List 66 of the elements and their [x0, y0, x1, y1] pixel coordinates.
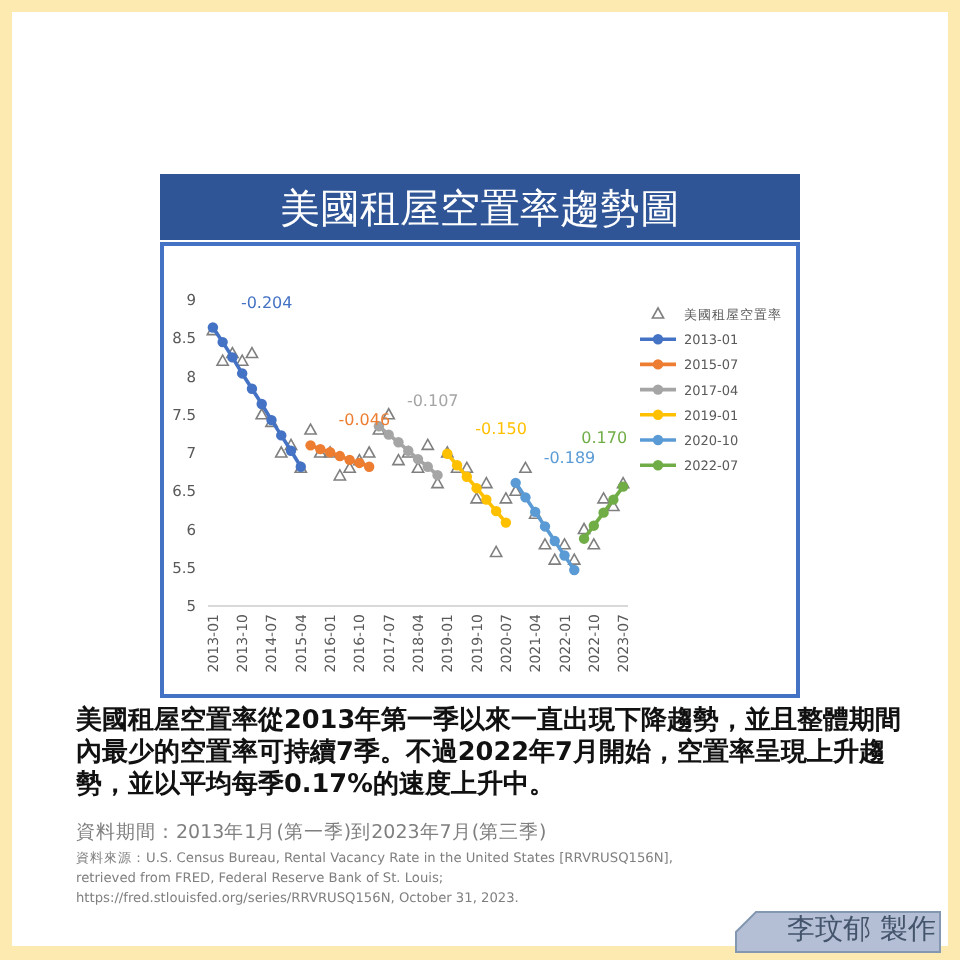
annotation: 0.170	[581, 428, 628, 447]
point	[471, 482, 482, 494]
point	[363, 461, 375, 472]
point	[539, 521, 551, 532]
point	[246, 383, 258, 394]
point	[608, 494, 619, 505]
point	[304, 423, 317, 435]
point	[305, 440, 316, 451]
point	[236, 368, 248, 379]
point	[383, 429, 394, 440]
annotation: -0.189	[543, 448, 596, 467]
point	[284, 438, 298, 451]
point	[499, 492, 513, 504]
point	[588, 520, 600, 531]
annotation: -0.107	[406, 392, 459, 411]
point	[520, 492, 531, 503]
point	[216, 354, 230, 366]
point	[548, 553, 562, 565]
point	[461, 471, 473, 482]
point	[333, 469, 347, 481]
point	[276, 430, 287, 441]
point	[393, 437, 404, 448]
point	[578, 533, 590, 544]
point	[412, 453, 424, 465]
point	[334, 450, 346, 462]
point	[422, 461, 433, 472]
point	[470, 492, 483, 504]
point	[597, 492, 610, 504]
point	[256, 398, 267, 410]
point	[274, 446, 288, 458]
point	[255, 407, 269, 420]
annotation: -0.150	[475, 419, 527, 438]
point	[577, 522, 591, 535]
point	[421, 438, 435, 451]
point	[510, 477, 521, 489]
point	[587, 538, 601, 550]
annotation: -0.046	[338, 411, 391, 430]
point	[489, 545, 503, 558]
point	[490, 505, 502, 517]
point	[558, 538, 571, 550]
point	[567, 553, 581, 565]
point	[344, 454, 355, 466]
point	[559, 550, 570, 561]
point	[432, 469, 443, 481]
point	[617, 481, 629, 492]
point	[227, 352, 238, 363]
text: 資料期間：2013年1月(第一季)到2023年7月(第三季)	[76, 820, 549, 846]
point	[538, 538, 552, 550]
point	[460, 461, 474, 474]
text: 李玟郁 製作	[787, 912, 936, 948]
point	[569, 564, 580, 576]
text: 美國租屋空置率從2013年第一季以來一直出現下降趨勢，並且整體期間內最少的空置率可持續7季。不過2022年7月開始，空置率呈現上升趨勢，並以平均每季0.17%的速度上升中。	[76, 706, 904, 802]
point	[549, 535, 560, 547]
chart-title: 美國租屋空置率趨勢圖	[280, 184, 680, 232]
point	[235, 354, 249, 366]
point	[392, 453, 405, 466]
point	[285, 445, 297, 456]
point	[362, 446, 376, 458]
point	[500, 517, 512, 528]
point	[479, 476, 493, 489]
point	[519, 461, 532, 474]
point	[245, 346, 259, 359]
annotation: -0.204	[240, 293, 293, 312]
point	[217, 336, 228, 348]
point	[481, 494, 492, 505]
point	[598, 507, 609, 518]
